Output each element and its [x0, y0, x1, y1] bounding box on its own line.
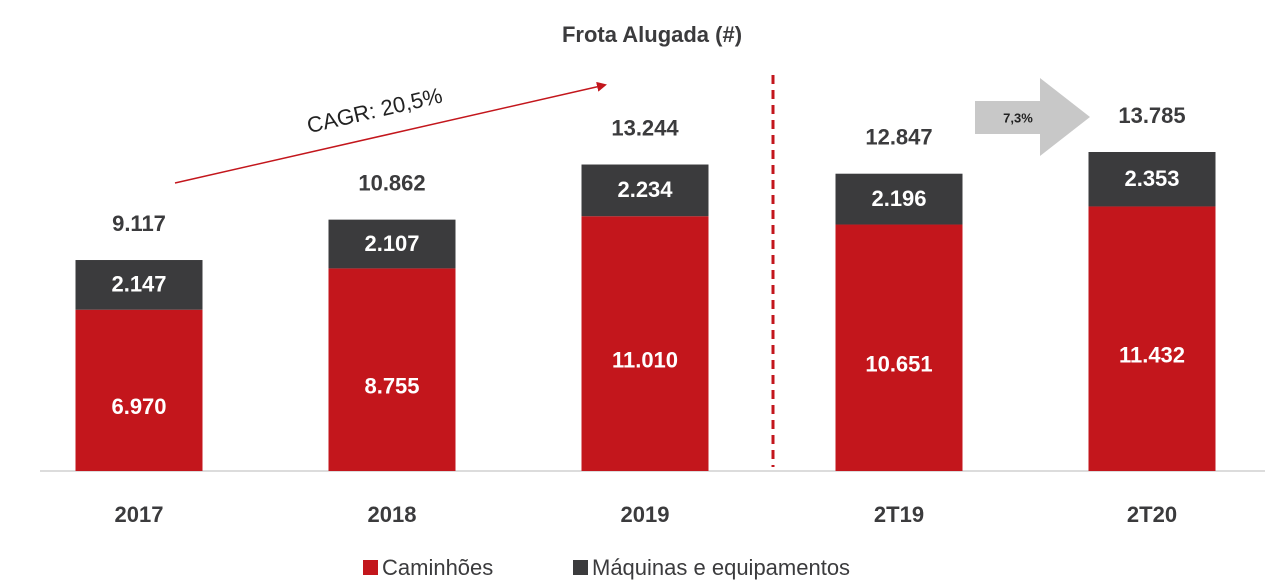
legend-label: Caminhões	[382, 555, 493, 580]
x-tick-label: 2017	[115, 502, 164, 527]
x-tick-label: 2019	[621, 502, 670, 527]
bar-segment	[1088, 152, 1216, 207]
bar-segment	[328, 268, 456, 471]
legend-swatch	[363, 560, 378, 575]
value-label: 10.651	[865, 352, 932, 377]
total-label: 13.785	[1118, 103, 1185, 128]
legend-swatch	[573, 560, 588, 575]
value-label: 11.432	[1119, 343, 1185, 368]
bar-segment	[835, 173, 963, 225]
value-label: 2.107	[364, 231, 419, 256]
chart-title: Frota Alugada (#)	[562, 22, 742, 47]
value-label: 11.010	[612, 347, 678, 372]
cagr-arrow	[174, 81, 607, 184]
x-tick-label: 2018	[368, 502, 417, 527]
total-label: 9.117	[112, 211, 166, 236]
growth-label: 7,3%	[1003, 110, 1033, 125]
value-label: 6.970	[111, 394, 166, 419]
bar-segment	[75, 309, 203, 471]
growth-arrow	[975, 78, 1090, 156]
bar-segment	[1088, 206, 1216, 472]
cagr-label: CAGR: 20,5%	[304, 83, 444, 138]
bar-segment	[581, 164, 709, 217]
legend-label: Máquinas e equipamentos	[592, 555, 850, 580]
total-label: 10.862	[358, 170, 425, 195]
bar-segment	[835, 224, 963, 471]
x-tick-label: 2T20	[1127, 502, 1177, 527]
bar-segment	[328, 219, 456, 269]
bar-segment	[581, 216, 709, 471]
bar-segment	[75, 260, 203, 310]
value-label: 8.755	[364, 374, 419, 399]
value-label: 2.196	[871, 186, 926, 211]
value-label: 2.353	[1124, 166, 1179, 191]
x-tick-label: 2T19	[874, 502, 924, 527]
value-label: 2.234	[617, 177, 673, 202]
total-label: 13.244	[611, 115, 679, 140]
total-label: 12.847	[865, 125, 932, 150]
value-label: 2.147	[111, 272, 166, 297]
